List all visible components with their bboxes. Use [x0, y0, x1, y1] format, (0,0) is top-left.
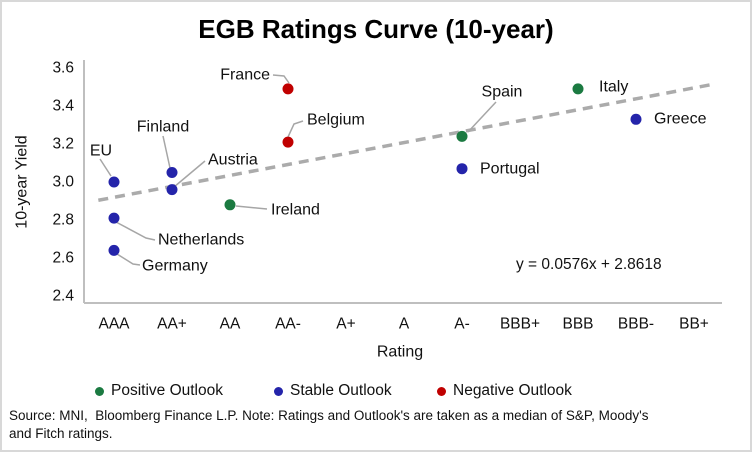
legend-label: Stable Outlook — [290, 382, 392, 399]
legend-item-positive-outlook: Positive Outlook — [95, 381, 223, 401]
source-note-line2: and Fitch ratings. — [9, 425, 113, 441]
data-point-belgium — [282, 136, 294, 148]
legend-item-stable-outlook: Stable Outlook — [274, 381, 392, 401]
leader-line-belgium — [287, 120, 304, 138]
data-label-italy: Italy — [599, 79, 628, 96]
source-note-line1: Source: MNI, Bloomberg Finance L.P. Note… — [9, 408, 649, 423]
data-label-netherlands: Netherlands — [158, 232, 244, 249]
trendline-equation: y = 0.0576x + 2.8618 — [516, 256, 662, 273]
data-label-france: France — [220, 67, 270, 84]
data-point-netherlands — [108, 212, 120, 224]
legend-label: Negative Outlook — [453, 382, 572, 399]
x-axis-title: Rating — [377, 344, 423, 361]
data-label-ireland: Ireland — [271, 202, 320, 219]
x-tick-label: BBB+ — [500, 316, 540, 333]
data-label-spain: Spain — [482, 84, 523, 101]
y-tick-label: 3.6 — [52, 60, 74, 77]
y-tick-label: 3.0 — [52, 174, 74, 191]
leader-line-spain — [467, 101, 497, 133]
negative-outlook-dot-icon — [437, 386, 446, 396]
y-tick-label: 3.4 — [52, 98, 74, 115]
y-tick-label: 2.4 — [52, 288, 74, 305]
data-point-italy — [572, 83, 584, 95]
chart-legend: Positive Outlook Stable Outlook Negative… — [2, 381, 750, 401]
x-tick-label: A- — [454, 316, 470, 333]
data-point-eu — [108, 176, 120, 188]
source-note: Source: MNI, Bloomberg Finance L.P. Note… — [9, 407, 740, 442]
leader-line-austria — [173, 160, 206, 188]
leader-line-germany — [116, 253, 141, 266]
legend-label: Positive Outlook — [111, 382, 223, 399]
y-tick-label: 3.2 — [52, 136, 74, 153]
data-label-belgium: Belgium — [307, 112, 365, 129]
data-label-portugal: Portugal — [480, 161, 540, 178]
data-label-germany: Germany — [142, 258, 208, 275]
data-point-ireland — [224, 199, 236, 211]
x-tick-label: AA+ — [157, 316, 187, 333]
x-tick-label: BBB — [562, 316, 593, 333]
y-axis-title: 10-year Yield — [14, 135, 31, 228]
data-point-finland — [166, 167, 178, 178]
leader-line-ireland — [235, 205, 268, 210]
trend-line — [98, 82, 712, 202]
chart-title: EGB Ratings Curve (10-year) — [198, 14, 554, 44]
positive-outlook-dot-icon — [95, 386, 104, 396]
data-point-germany — [108, 244, 120, 256]
data-point-france — [282, 83, 294, 95]
data-label-austria: Austria — [208, 152, 258, 169]
y-tick-label: 2.8 — [52, 212, 74, 229]
data-point-austria — [166, 184, 178, 196]
leader-line-france — [272, 74, 290, 84]
y-tick-label: 2.6 — [52, 250, 74, 267]
leader-line-netherlands — [115, 221, 156, 241]
x-tick-label: BB+ — [679, 316, 709, 333]
x-tick-label: A — [399, 316, 410, 333]
stable-outlook-dot-icon — [274, 386, 283, 396]
data-point-greece — [630, 113, 642, 125]
x-tick-label: A+ — [336, 316, 355, 333]
x-tick-label: AA — [220, 316, 241, 333]
x-tick-label: AAA — [98, 316, 130, 333]
leader-line-eu — [99, 158, 112, 177]
data-label-eu: EU — [90, 143, 112, 160]
data-label-finland: Finland — [137, 119, 189, 136]
legend-item-negative-outlook: Negative Outlook — [437, 381, 572, 401]
leader-line-finland — [162, 135, 171, 169]
x-tick-label: BBB- — [618, 316, 654, 333]
data-point-spain — [456, 130, 468, 142]
data-point-portugal — [456, 163, 468, 175]
x-tick-label: AA- — [275, 316, 301, 333]
data-label-greece: Greece — [654, 111, 707, 128]
